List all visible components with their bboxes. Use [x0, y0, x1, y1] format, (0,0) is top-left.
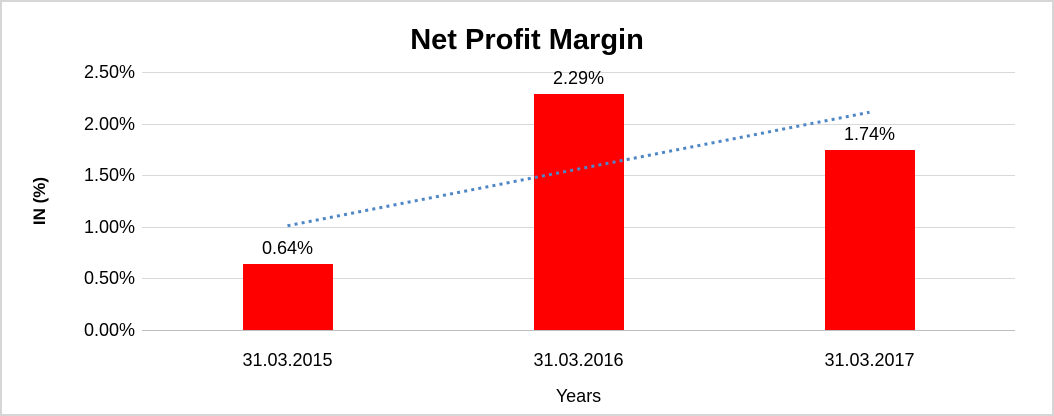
bar-data-label: 0.64% — [261, 237, 314, 258]
plot-area: 0.64% 2.29% 1.74% — [142, 68, 1015, 331]
chart-title: Net Profit Margin — [410, 24, 644, 56]
y-tick-label: 2.50% — [83, 62, 135, 82]
y-tick-label: 0.00% — [83, 320, 135, 340]
x-category-label: 31.03.2017 — [824, 350, 915, 370]
y-tick-label: 1.00% — [83, 216, 135, 237]
bar-31.03.2017[interactable] — [824, 150, 915, 330]
x-category-label: 31.03.2015 — [242, 350, 333, 370]
x-category-label: 31.03.2016 — [533, 350, 624, 370]
gridline — [142, 72, 1015, 73]
y-axis-title-container: IN (%) — [18, 72, 62, 330]
x-axis-title: Years — [555, 386, 602, 406]
bar-data-label: 2.29% — [552, 67, 605, 88]
bar-31.03.2016[interactable] — [533, 93, 624, 330]
x-axis-line — [142, 330, 1015, 331]
y-tick-label: 1.50% — [83, 165, 135, 186]
trendline[interactable] — [142, 72, 1015, 330]
bar-31.03.2015[interactable] — [242, 263, 333, 330]
bar-data-label: 1.74% — [843, 124, 896, 145]
y-tick-label: 0.50% — [83, 268, 135, 289]
y-tick-label: 2.00% — [83, 113, 135, 134]
